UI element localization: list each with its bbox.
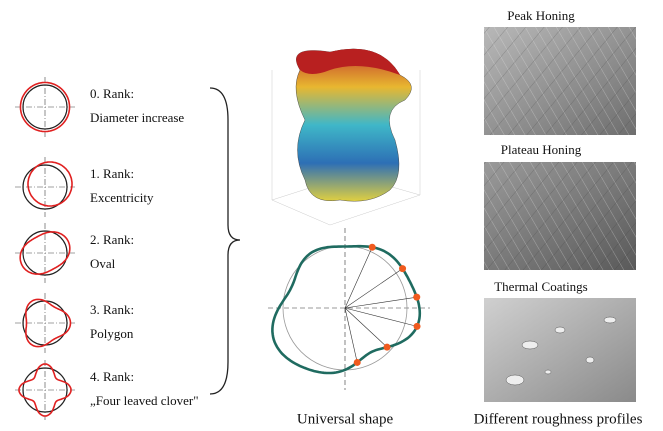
rank-label: 4. Rank: bbox=[90, 369, 134, 384]
profile-title: Peak Honing bbox=[507, 8, 575, 23]
universal-shape bbox=[268, 228, 430, 390]
point bbox=[413, 294, 420, 301]
rank-description: Oval bbox=[90, 256, 116, 271]
rank-list: 0. Rank: Diameter increase 1. Rank: Excentr… bbox=[15, 77, 199, 420]
rank-description: Diameter increase bbox=[90, 110, 184, 125]
rank-description: „Four leaved clover" bbox=[90, 393, 199, 408]
figure: 0. Rank: Diameter increase 1. Rank: Excentr… bbox=[0, 0, 663, 431]
point bbox=[414, 323, 421, 330]
profile-title: Plateau Honing bbox=[501, 142, 582, 157]
3d-plot bbox=[272, 49, 420, 225]
caption: Universal shape bbox=[297, 411, 394, 427]
point bbox=[384, 344, 391, 351]
rank-label: 0. Rank: bbox=[90, 86, 134, 101]
rank-label: 3. Rank: bbox=[90, 302, 134, 317]
rank-description: Polygon bbox=[90, 326, 134, 341]
rank-shape bbox=[28, 162, 72, 206]
profile-images bbox=[484, 27, 636, 402]
rank-label: 1. Rank: bbox=[90, 166, 134, 181]
rank-description: Excentricity bbox=[90, 190, 154, 205]
radius-line bbox=[345, 297, 417, 308]
radius-line bbox=[345, 308, 357, 362]
shape-outline bbox=[272, 246, 419, 373]
profile-title: Thermal Coatings bbox=[494, 279, 588, 294]
point bbox=[399, 265, 406, 272]
radius-line bbox=[345, 308, 387, 347]
caption: Different roughness profiles bbox=[474, 411, 643, 427]
point bbox=[354, 359, 361, 366]
brace bbox=[210, 88, 240, 394]
point bbox=[369, 244, 376, 251]
rank-label: 2. Rank: bbox=[90, 232, 134, 247]
